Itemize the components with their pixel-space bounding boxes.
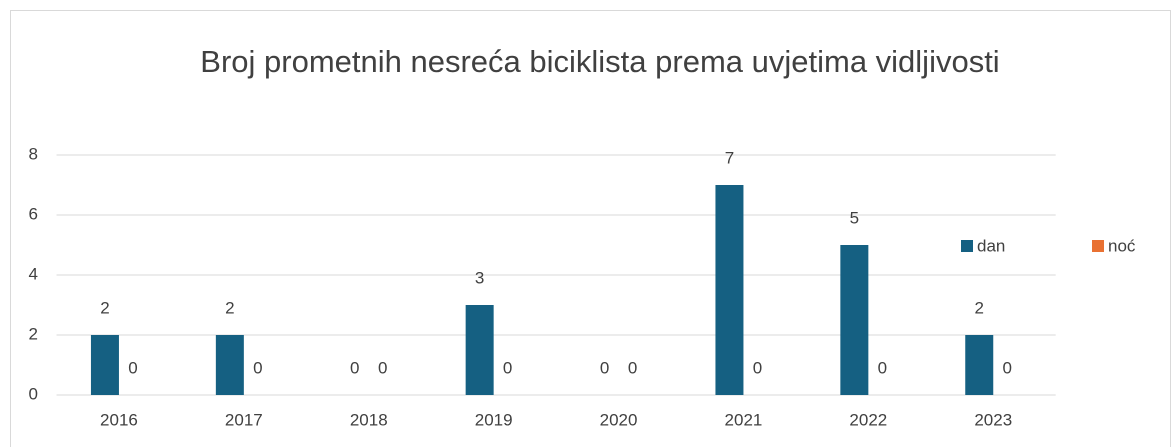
legend-swatch [1092, 240, 1104, 252]
bar [90, 335, 119, 395]
data-label: 2 [975, 298, 984, 317]
chart-title: Broj prometnih nesreća biciklista prema … [200, 44, 1000, 79]
legend-swatch [961, 240, 973, 252]
data-label: 0 [1003, 358, 1012, 377]
data-label: 0 [878, 358, 887, 377]
legend-label: noć [1108, 236, 1136, 255]
y-tick-label: 2 [29, 324, 38, 343]
x-tick-label: 2021 [725, 410, 763, 429]
x-tick-label: 2022 [849, 410, 887, 429]
data-label: 7 [725, 148, 734, 167]
data-label: 2 [100, 298, 109, 317]
bar [215, 335, 244, 395]
x-tick-label: 2019 [475, 410, 513, 429]
bar [840, 245, 869, 395]
data-label: 0 [128, 358, 137, 377]
data-label: 0 [350, 358, 359, 377]
bar [965, 335, 994, 395]
chart-border [10, 10, 1171, 447]
data-label: 0 [503, 358, 512, 377]
x-tick-label: 2017 [225, 410, 263, 429]
data-label: 0 [253, 358, 262, 377]
bar [715, 185, 744, 395]
x-tick-label: 2018 [350, 410, 388, 429]
y-tick-label: 6 [29, 204, 38, 223]
bar [465, 305, 494, 395]
x-tick-label: 2020 [600, 410, 638, 429]
y-tick-label: 8 [29, 144, 38, 163]
data-label: 0 [753, 358, 762, 377]
y-tick-label: 4 [29, 264, 38, 283]
data-label: 5 [850, 208, 859, 227]
y-tick-label: 0 [29, 384, 38, 403]
data-label: 0 [628, 358, 637, 377]
legend-label: dan [977, 236, 1005, 255]
x-tick-label: 2016 [100, 410, 138, 429]
x-tick-label: 2023 [974, 410, 1012, 429]
data-label: 3 [475, 268, 484, 287]
data-label: 0 [600, 358, 609, 377]
data-label: 2 [225, 298, 234, 317]
data-label: 0 [378, 358, 387, 377]
